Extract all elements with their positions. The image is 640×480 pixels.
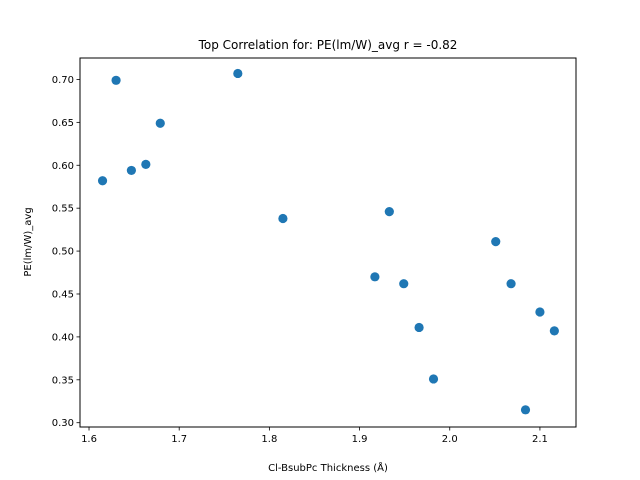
x-tick-label: 1.8	[261, 434, 277, 445]
data-point	[233, 68, 243, 79]
data-point	[399, 279, 409, 289]
data-point	[141, 159, 151, 170]
data-point	[549, 326, 559, 336]
data-point	[111, 75, 121, 85]
data-points	[97, 68, 559, 415]
data-point	[97, 176, 108, 186]
data-point	[414, 322, 424, 333]
y-tick-label: 0.65	[52, 118, 74, 129]
y-axis-label: PE(lm/W)_avg	[23, 207, 34, 276]
data-point	[428, 374, 439, 384]
x-tick-label: 2.1	[532, 434, 548, 445]
y-tick-label: 0.40	[52, 332, 74, 343]
data-point	[491, 237, 501, 247]
chart-title: Top Correlation for: PE(lm/W)_avg r = -0…	[198, 38, 458, 52]
x-tick-label: 1.9	[352, 434, 368, 445]
data-point	[370, 272, 380, 282]
y-tick-label: 0.50	[52, 247, 74, 258]
y-tick-label: 0.30	[52, 418, 74, 429]
x-tick-label: 1.7	[171, 434, 187, 445]
data-point	[535, 307, 545, 317]
x-tick-label: 2.0	[442, 434, 458, 445]
data-point	[520, 405, 531, 415]
x-axis-label: Cl-BsubPc Thickness (Å)	[268, 461, 388, 474]
x-tick-label: 1.6	[81, 434, 97, 445]
y-tick-label: 0.35	[52, 375, 74, 386]
plot-area	[79, 57, 577, 428]
y-tick-label: 0.70	[52, 75, 74, 86]
x-axis-ticks: 1.6 1.7 1.8 1.9 2.0 2.1	[81, 427, 548, 445]
data-point	[384, 207, 394, 217]
y-tick-label: 0.45	[52, 289, 74, 300]
data-point	[126, 165, 137, 176]
y-tick-label: 0.60	[52, 161, 74, 172]
y-tick-label: 0.55	[52, 204, 74, 215]
data-point	[506, 279, 516, 289]
data-point	[278, 213, 288, 224]
y-axis-ticks: 0.30 0.35 0.40 0.45 0.50 0.55 0.60 0.65 0.70	[52, 75, 80, 429]
data-point	[155, 118, 165, 128]
